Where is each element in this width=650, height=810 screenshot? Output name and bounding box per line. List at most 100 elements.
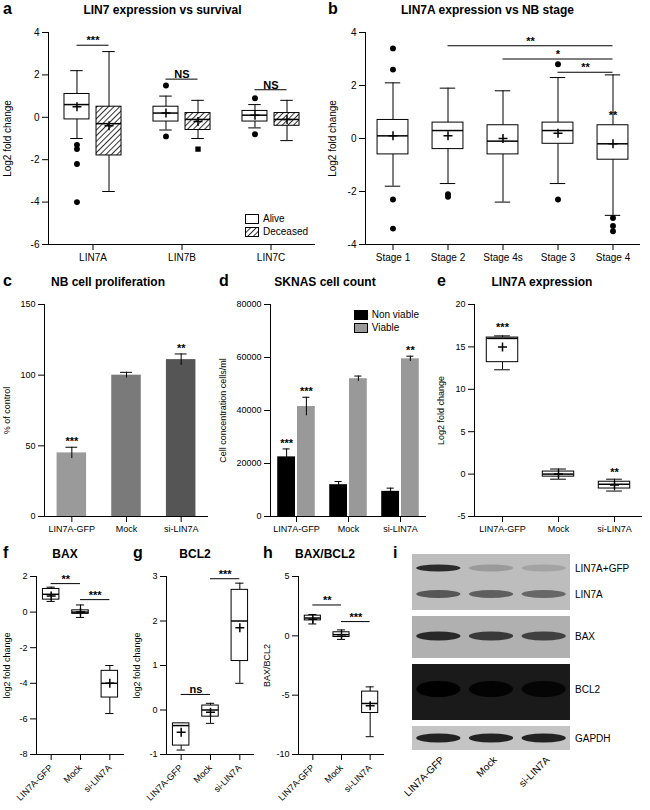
svg-text:si-LIN7A: si-LIN7A (517, 754, 552, 789)
svg-text:-2: -2 (31, 154, 40, 165)
svg-text:0: 0 (152, 705, 157, 715)
svg-text:Stage 4: Stage 4 (596, 252, 631, 263)
svg-text:-8: -8 (19, 749, 27, 759)
svg-text:-2: -2 (19, 643, 27, 653)
svg-text:0: 0 (30, 511, 35, 521)
svg-text:***: *** (300, 385, 314, 397)
svg-text:2: 2 (351, 80, 357, 91)
svg-text:-6: -6 (19, 714, 27, 724)
svg-text:1: 1 (152, 660, 157, 670)
svg-text:60000: 60000 (236, 352, 261, 362)
svg-text:si-LIN7A: si-LIN7A (597, 524, 632, 534)
svg-text:Log2 fold change: Log2 fold change (2, 100, 13, 177)
svg-text:Stage 4s: Stage 4s (483, 252, 522, 263)
svg-text:0: 0 (460, 469, 465, 479)
svg-text:0: 0 (22, 607, 27, 617)
svg-text:-5: -5 (281, 690, 289, 700)
svg-text:**: ** (609, 109, 618, 121)
svg-text:**: ** (62, 573, 71, 585)
svg-text:si-LIN7A: si-LIN7A (212, 763, 243, 794)
svg-text:BAX: BAX (575, 631, 595, 642)
svg-text:LIN7A-GFP: LIN7A-GFP (273, 524, 320, 534)
svg-text:GAPDH: GAPDH (575, 733, 611, 744)
svg-text:0: 0 (284, 631, 289, 641)
svg-text:Stage 2: Stage 2 (431, 252, 466, 263)
svg-text:2: 2 (152, 616, 157, 626)
svg-text:***: *** (87, 34, 101, 46)
svg-text:Stage 1: Stage 1 (376, 252, 411, 263)
svg-text:0: 0 (256, 511, 261, 521)
svg-text:ns: ns (189, 683, 202, 695)
svg-text:Mock: Mock (116, 524, 138, 534)
svg-text:-4: -4 (19, 678, 27, 688)
svg-text:5: 5 (460, 427, 465, 437)
svg-text:***: *** (219, 568, 233, 580)
svg-text:**: ** (323, 594, 332, 606)
svg-text:0: 0 (34, 112, 40, 123)
svg-text:*: * (556, 48, 561, 60)
svg-text:si-LIN7A: si-LIN7A (383, 524, 418, 534)
svg-text:2: 2 (22, 571, 27, 581)
svg-text:-10: -10 (276, 749, 289, 759)
svg-text:***: *** (65, 435, 79, 447)
svg-text:40000: 40000 (236, 405, 261, 415)
svg-text:4: 4 (34, 27, 40, 38)
svg-text:si-LIN7A: si-LIN7A (342, 763, 373, 794)
svg-text:5: 5 (284, 571, 289, 581)
svg-text:si-LIN7A: si-LIN7A (164, 524, 199, 534)
svg-text:LIN7A: LIN7A (79, 252, 107, 263)
svg-text:LIN7A-GFP: LIN7A-GFP (145, 763, 185, 803)
svg-text:80000: 80000 (236, 299, 261, 309)
svg-text:LIN7A-GFP: LIN7A-GFP (276, 763, 316, 803)
svg-text:Log2 fold change: Log2 fold change (327, 100, 338, 177)
svg-text:Mock: Mock (548, 524, 570, 534)
svg-text:log2 fold change: log2 fold change (132, 632, 142, 698)
svg-text:Mock: Mock (474, 753, 499, 778)
svg-text:Stage 3: Stage 3 (541, 252, 576, 263)
svg-text:2: 2 (34, 69, 40, 80)
svg-text:BCL2: BCL2 (575, 684, 600, 695)
svg-text:LIN7B: LIN7B (168, 252, 196, 263)
svg-text:Mock: Mock (323, 762, 346, 785)
svg-text:BAX/BCL2: BAX/BCL2 (262, 644, 272, 687)
svg-text:-2: -2 (348, 186, 357, 197)
svg-text:***: *** (280, 437, 294, 449)
svg-text:LIN7A-GFP: LIN7A-GFP (479, 524, 526, 534)
svg-text:3: 3 (152, 571, 157, 581)
svg-text:20000: 20000 (236, 458, 261, 468)
svg-text:LIN7A-GFP: LIN7A-GFP (15, 763, 55, 803)
svg-text:***: *** (349, 611, 363, 623)
svg-text:**: ** (406, 344, 415, 356)
svg-text:Mock: Mock (62, 762, 85, 785)
svg-text:15: 15 (455, 342, 465, 352)
svg-text:10: 10 (455, 384, 465, 394)
svg-text:Mock: Mock (192, 762, 215, 785)
svg-text:***: *** (496, 321, 510, 333)
svg-text:-5: -5 (457, 511, 465, 521)
svg-text:4: 4 (351, 27, 357, 38)
svg-text:LIN7C: LIN7C (257, 252, 285, 263)
svg-text:-4: -4 (348, 239, 357, 250)
svg-text:**: ** (526, 35, 535, 47)
svg-text:**: ** (177, 342, 186, 354)
svg-text:***: *** (89, 589, 103, 601)
svg-text:LIN7A+GFP: LIN7A+GFP (575, 563, 630, 574)
svg-text:0: 0 (351, 133, 357, 144)
svg-text:Log2 fold change: Log2 fold change (436, 376, 446, 445)
svg-text:-1: -1 (149, 749, 157, 759)
svg-text:**: ** (581, 61, 590, 73)
svg-text:-4: -4 (31, 196, 40, 207)
svg-text:-6: -6 (31, 239, 40, 250)
svg-text:20: 20 (455, 299, 465, 309)
svg-text:Cell concentration cells/ml: Cell concentration cells/ml (218, 358, 228, 463)
svg-text:150: 150 (20, 299, 35, 309)
svg-text:100: 100 (20, 370, 35, 380)
svg-text:NS: NS (174, 68, 189, 80)
svg-text:LIN7A-GFP: LIN7A-GFP (402, 754, 447, 799)
svg-text:log2 fold change: log2 fold change (2, 632, 12, 698)
svg-text:Mock: Mock (338, 524, 360, 534)
svg-text:% of control: % of control (2, 387, 12, 435)
svg-text:50: 50 (25, 441, 35, 451)
svg-text:LIN7A: LIN7A (575, 589, 603, 600)
svg-text:NS: NS (263, 79, 278, 91)
